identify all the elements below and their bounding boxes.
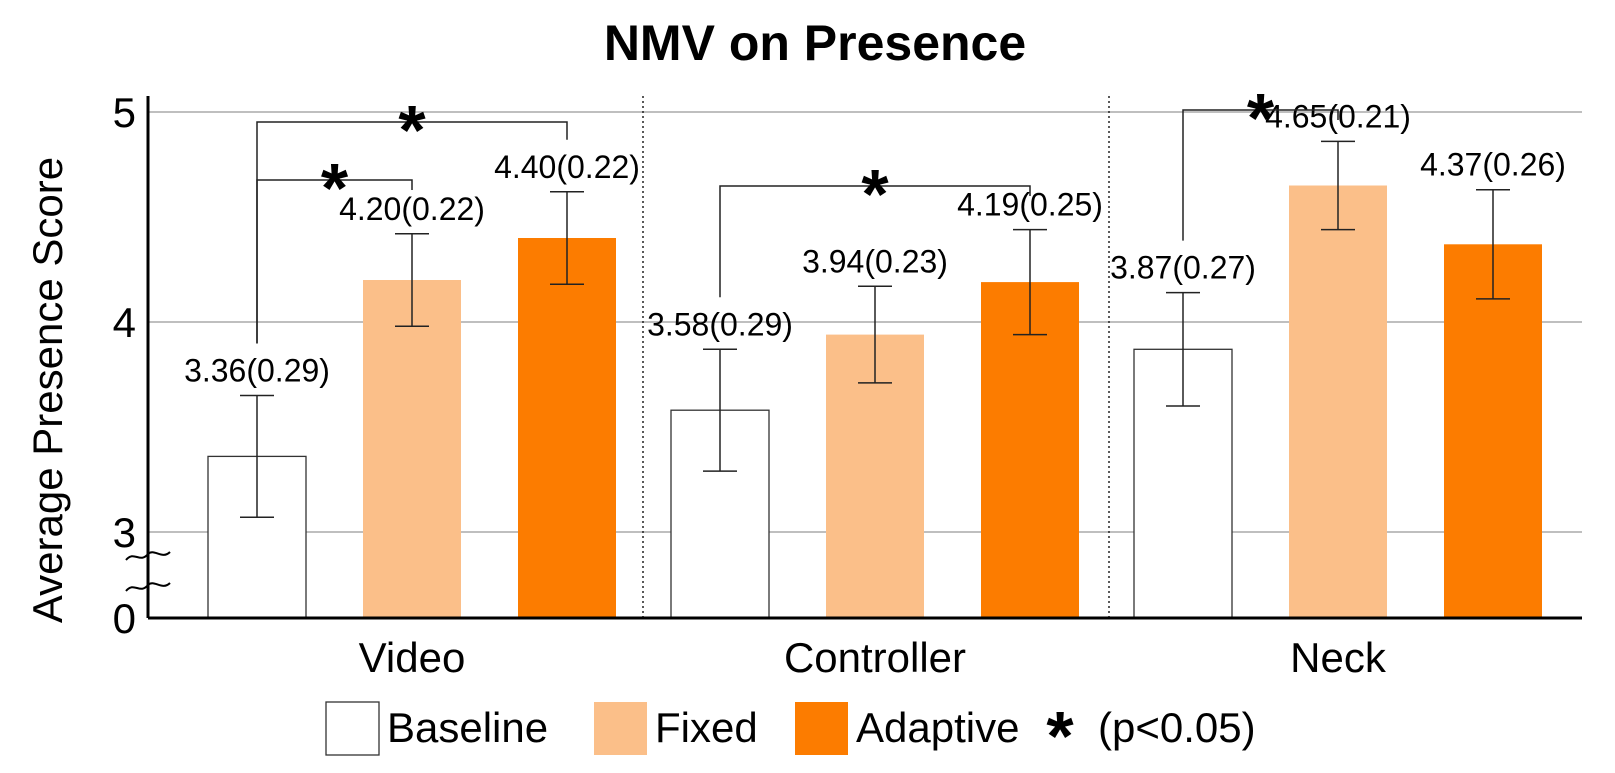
significance-bracket: * <box>719 155 1031 298</box>
significance-star: * <box>321 149 349 227</box>
legend-note-text: (p<0.05) <box>1098 704 1256 751</box>
bracket-line <box>256 121 568 344</box>
bracket-line <box>1182 109 1339 241</box>
legend-significance-note: * (p<0.05) <box>1046 697 1255 773</box>
error-bar <box>1166 291 1200 407</box>
legend-swatch <box>795 702 848 755</box>
legend: Baseline Fixed Adaptive * (p<0.05) <box>325 697 1256 773</box>
error-bar <box>1476 188 1510 300</box>
data-label: 3.87(0.27) <box>1110 250 1256 286</box>
bar-adaptive-video <box>518 238 616 618</box>
x-tick-label: Video <box>359 634 466 681</box>
bar-adaptive-neck <box>1444 244 1542 619</box>
significance-star: * <box>1247 79 1275 157</box>
data-label: 3.58(0.29) <box>647 306 793 342</box>
legend-label: Fixed <box>655 704 758 751</box>
error-bar <box>1321 140 1355 231</box>
data-label: 4.40(0.22) <box>494 149 640 185</box>
category-separators <box>642 96 1110 618</box>
bar-fixed-neck <box>1289 185 1387 618</box>
axis-break-mark <box>125 551 171 561</box>
chart-title: NMV on Presence <box>604 15 1026 71</box>
y-tick-label: 3 <box>113 509 136 556</box>
error-bar <box>858 285 892 384</box>
x-tick-label: Neck <box>1290 634 1387 681</box>
data-label: 4.37(0.26) <box>1420 147 1566 183</box>
legend-label: Baseline <box>387 704 548 751</box>
legend-swatch <box>594 702 647 755</box>
bar-adaptive-controller <box>981 282 1079 618</box>
legend-label: Adaptive <box>856 704 1019 751</box>
y-tick-label: 5 <box>113 89 136 136</box>
significance-bracket: * <box>1182 79 1339 241</box>
y-tick-label: 0 <box>113 595 136 642</box>
significance-star: * <box>861 155 889 233</box>
data-label: 4.20(0.22) <box>339 191 485 227</box>
error-bars <box>240 140 1510 519</box>
significance-bracket: * <box>256 91 568 344</box>
data-labels: 3.36(0.29) 3.58(0.29) 3.87(0.27) 4.20(0.22)… <box>184 98 1566 388</box>
significance-brackets: * * * * <box>256 79 1339 344</box>
legend-swatch <box>325 701 380 756</box>
y-tick-label: 4 <box>113 299 136 346</box>
axis-break-mark <box>125 582 171 592</box>
legend-item: Adaptive <box>795 702 1019 755</box>
y-axis-label: Average Presence Score <box>24 157 71 623</box>
data-label: 3.94(0.23) <box>802 243 948 279</box>
bracket-line <box>719 185 1031 298</box>
error-bar <box>240 394 274 519</box>
error-bar <box>703 348 737 472</box>
data-label: 3.36(0.29) <box>184 353 330 389</box>
legend-star: * <box>1046 697 1074 773</box>
significance-star: * <box>398 91 426 169</box>
error-bar <box>550 191 584 285</box>
error-bar <box>1013 228 1047 336</box>
legend-item: Baseline <box>325 701 548 756</box>
axes: 0 3 4 5 Video Controller Neck <box>113 89 1582 681</box>
legend-item: Fixed <box>594 702 758 755</box>
x-tick-label: Controller <box>784 634 966 681</box>
error-bar <box>395 233 429 327</box>
bar-fixed-video <box>363 280 461 618</box>
